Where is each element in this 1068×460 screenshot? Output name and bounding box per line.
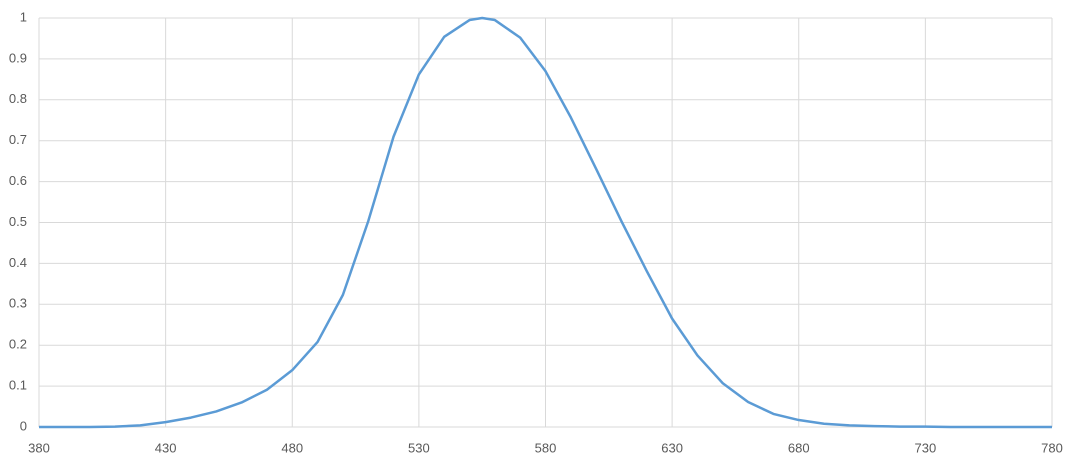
- y-tick-label: 0.4: [9, 255, 27, 270]
- x-tick-label: 380: [28, 440, 50, 455]
- x-tick-label: 580: [535, 440, 557, 455]
- x-tick-label: 530: [408, 440, 430, 455]
- y-tick-label: 0.1: [9, 378, 27, 393]
- y-tick-label: 0: [20, 418, 27, 433]
- y-tick-label: 0.2: [9, 337, 27, 352]
- y-tick-label: 0.8: [9, 91, 27, 106]
- y-tick-label: 1: [20, 9, 27, 24]
- y-tick-label: 0.7: [9, 132, 27, 147]
- x-tick-label: 480: [281, 440, 303, 455]
- x-tick-label: 630: [661, 440, 683, 455]
- y-tick-label: 0.5: [9, 214, 27, 229]
- x-tick-label: 680: [788, 440, 810, 455]
- x-tick-label: 430: [155, 440, 177, 455]
- y-tick-label: 0.3: [9, 296, 27, 311]
- x-tick-label: 730: [915, 440, 937, 455]
- y-tick-label: 0.6: [9, 173, 27, 188]
- data-line: [39, 16, 1052, 429]
- x-tick-label: 780: [1041, 440, 1063, 455]
- y-tick-label: 0.9: [9, 50, 27, 65]
